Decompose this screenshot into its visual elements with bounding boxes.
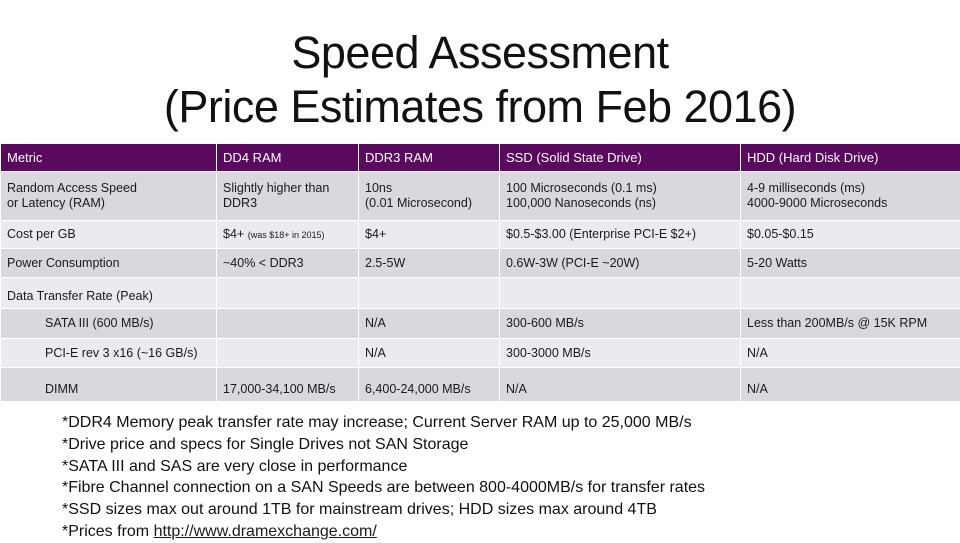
table-row: PCI-E rev 3 x16 (~16 GB/s) N/A 300-3000 …: [1, 339, 960, 368]
footnote-prefix: *Prices from: [62, 523, 154, 540]
header-hdd: HDD (Hard Disk Drive): [741, 144, 960, 172]
cell-text: 4-9 milliseconds (ms): [747, 181, 865, 195]
cell-dd4: 17,000-34,100 MB/s: [217, 368, 359, 402]
cell-text: (0.01 Microsecond): [365, 196, 472, 210]
cell-text: DDR3: [223, 196, 257, 210]
table-row: Random Access Speed or Latency (RAM) Sli…: [1, 172, 960, 221]
cell-metric: SATA III (600 MB/s): [1, 309, 217, 339]
page-subtitle: (Price Estimates from Feb 2016): [0, 80, 960, 134]
cell-ssd: N/A: [500, 368, 741, 402]
header-metric: Metric: [1, 144, 217, 172]
cell-text: 100,000 Nanoseconds (ns): [506, 196, 656, 210]
cell-hdd: Less than 200MB/s @ 15K RPM: [741, 309, 960, 339]
cell-metric: PCI-E rev 3 x16 (~16 GB/s): [1, 339, 217, 368]
cell-metric: Random Access Speed or Latency (RAM): [1, 172, 217, 221]
footnote: *SATA III and SAS are very close in perf…: [62, 456, 705, 478]
footnote: *DDR4 Memory peak transfer rate may incr…: [62, 412, 705, 434]
cell-hdd: [741, 278, 960, 309]
cell-ddr3: N/A: [359, 309, 500, 339]
cell-dd4: [217, 309, 359, 339]
cell-ssd: 300-600 MB/s: [500, 309, 741, 339]
table-row: DIMM 17,000-34,100 MB/s 6,400-24,000 MB/…: [1, 368, 960, 402]
page-title: Speed Assessment: [0, 26, 960, 80]
cell-ddr3: 10ns (0.01 Microsecond): [359, 172, 500, 221]
cell-dd4: $4+ (was $18+ in 2015): [217, 221, 359, 249]
cell-ssd: 100 Microseconds (0.1 ms) 100,000 Nanose…: [500, 172, 741, 221]
comparison-table: Metric DD4 RAM DDR3 RAM SSD (Solid State…: [0, 143, 960, 402]
table-row: Cost per GB $4+ (was $18+ in 2015) $4+ $…: [1, 221, 960, 249]
footnote: *SSD sizes max out around 1TB for mainst…: [62, 499, 705, 521]
cell-metric: DIMM: [1, 368, 217, 402]
table-row: SATA III (600 MB/s) N/A 300-600 MB/s Les…: [1, 309, 960, 339]
cell-ddr3: [359, 278, 500, 309]
cell-dd4: [217, 339, 359, 368]
cell-ssd: 0.6W-3W (PCI-E ~20W): [500, 249, 741, 278]
header-dd4-ram: DD4 RAM: [217, 144, 359, 172]
cell-metric: Cost per GB: [1, 221, 217, 249]
cell-text: 4000-9000 Microseconds: [747, 196, 887, 210]
header-ddr3-ram: DDR3 RAM: [359, 144, 500, 172]
cell-hdd: 4-9 milliseconds (ms) 4000-9000 Microsec…: [741, 172, 960, 221]
cell-text: $4+: [223, 227, 244, 241]
dramexchange-link[interactable]: http://www.dramexchange.com/: [154, 523, 377, 540]
footnote: *Fibre Channel connection on a SAN Speed…: [62, 477, 705, 499]
cell-note: (was $18+ in 2015): [248, 230, 325, 240]
footnotes: *DDR4 Memory peak transfer rate may incr…: [62, 412, 705, 543]
cell-text: or Latency (RAM): [7, 196, 105, 210]
cell-hdd: $0.05-$0.15: [741, 221, 960, 249]
cell-ssd: $0.5-$3.00 (Enterprise PCI-E $2+): [500, 221, 741, 249]
cell-text: 100 Microseconds (0.1 ms): [506, 181, 657, 195]
cell-text: Random Access Speed: [7, 181, 137, 195]
cell-metric: Power Consumption: [1, 249, 217, 278]
cell-hdd: 5-20 Watts: [741, 249, 960, 278]
cell-text: Slightly higher than: [223, 181, 329, 195]
cell-hdd: N/A: [741, 339, 960, 368]
header-ssd: SSD (Solid State Drive): [500, 144, 741, 172]
cell-text: 10ns: [365, 181, 392, 195]
cell-dd4: Slightly higher than DDR3: [217, 172, 359, 221]
cell-dd4: [217, 278, 359, 309]
cell-ssd: 300-3000 MB/s: [500, 339, 741, 368]
cell-dd4: ~40% < DDR3: [217, 249, 359, 278]
cell-ddr3: N/A: [359, 339, 500, 368]
table-row: Power Consumption ~40% < DDR3 2.5-5W 0.6…: [1, 249, 960, 278]
cell-ddr3: 2.5-5W: [359, 249, 500, 278]
table-header-row: Metric DD4 RAM DDR3 RAM SSD (Solid State…: [1, 144, 960, 172]
cell-ddr3: $4+: [359, 221, 500, 249]
cell-hdd: N/A: [741, 368, 960, 402]
cell-ddr3: 6,400-24,000 MB/s: [359, 368, 500, 402]
cell-ssd: [500, 278, 741, 309]
table-row: Data Transfer Rate (Peak): [1, 278, 960, 309]
cell-metric: Data Transfer Rate (Peak): [1, 278, 217, 309]
footnote: *Drive price and specs for Single Drives…: [62, 434, 705, 456]
